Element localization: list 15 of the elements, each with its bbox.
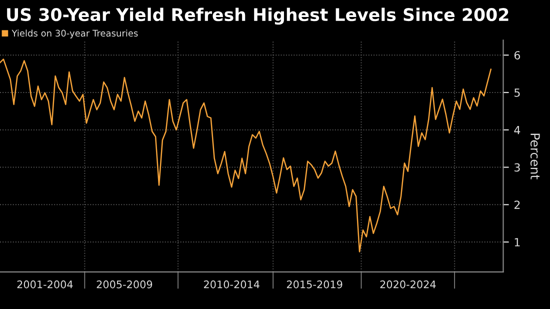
y-tick-label: 6 [514,51,520,60]
x-tick-label: 2005-2009 [96,280,152,288]
chart-title: US 30-Year Yield Refresh Highest Levels Since 2002 [7,8,508,25]
x-tick-label: 2010-2014 [204,280,260,288]
y-tick-label: 2 [514,200,520,209]
x-tick-label: 2001-2004 [17,280,73,288]
line-series [0,58,492,252]
y-tick-label: 1 [514,238,520,246]
x-tick-label: 2020-2024 [380,280,436,288]
x-tick-label: 2015-2019 [286,280,342,288]
legend-label: Yields on 30-year Treasuries [12,30,138,38]
y-tick-label: 5 [514,88,520,97]
y-axis-title: Percent [530,134,540,180]
y-tick-label: 3 [514,163,520,172]
y-tick-label: 4 [514,126,520,134]
